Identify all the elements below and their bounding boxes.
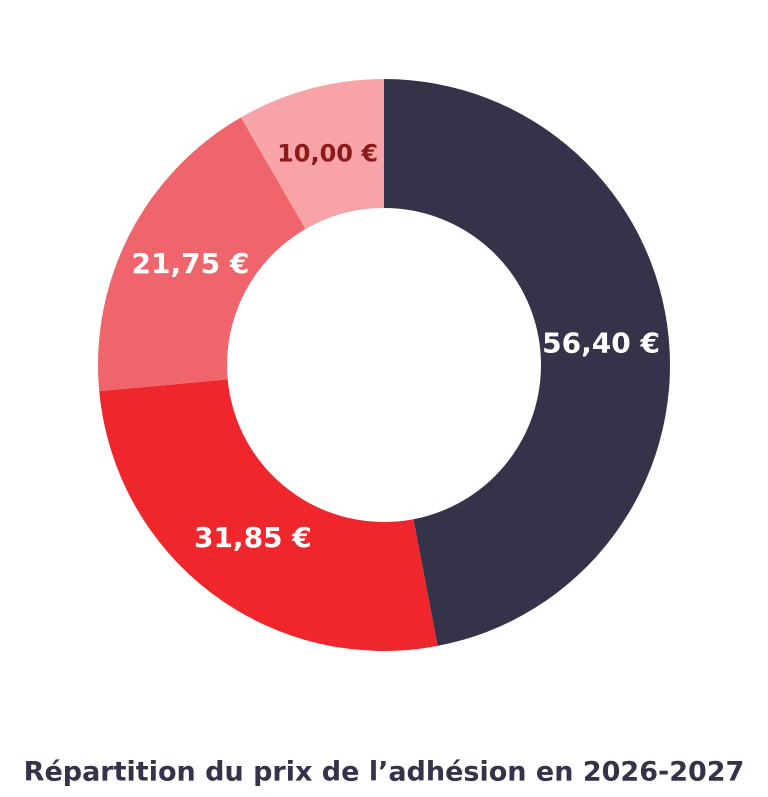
donut-segment xyxy=(384,79,671,646)
data-label: 56,40 € xyxy=(542,326,660,359)
donut-segment xyxy=(99,379,438,651)
donut-segment xyxy=(98,117,306,392)
data-label: 10,00 € xyxy=(277,139,378,167)
donut-segment xyxy=(241,79,384,230)
data-label: 21,75 € xyxy=(132,247,250,280)
data-label: 31,85 € xyxy=(194,521,312,554)
chart-title: Répartition du prix de l’adhésion en 202… xyxy=(24,757,745,788)
